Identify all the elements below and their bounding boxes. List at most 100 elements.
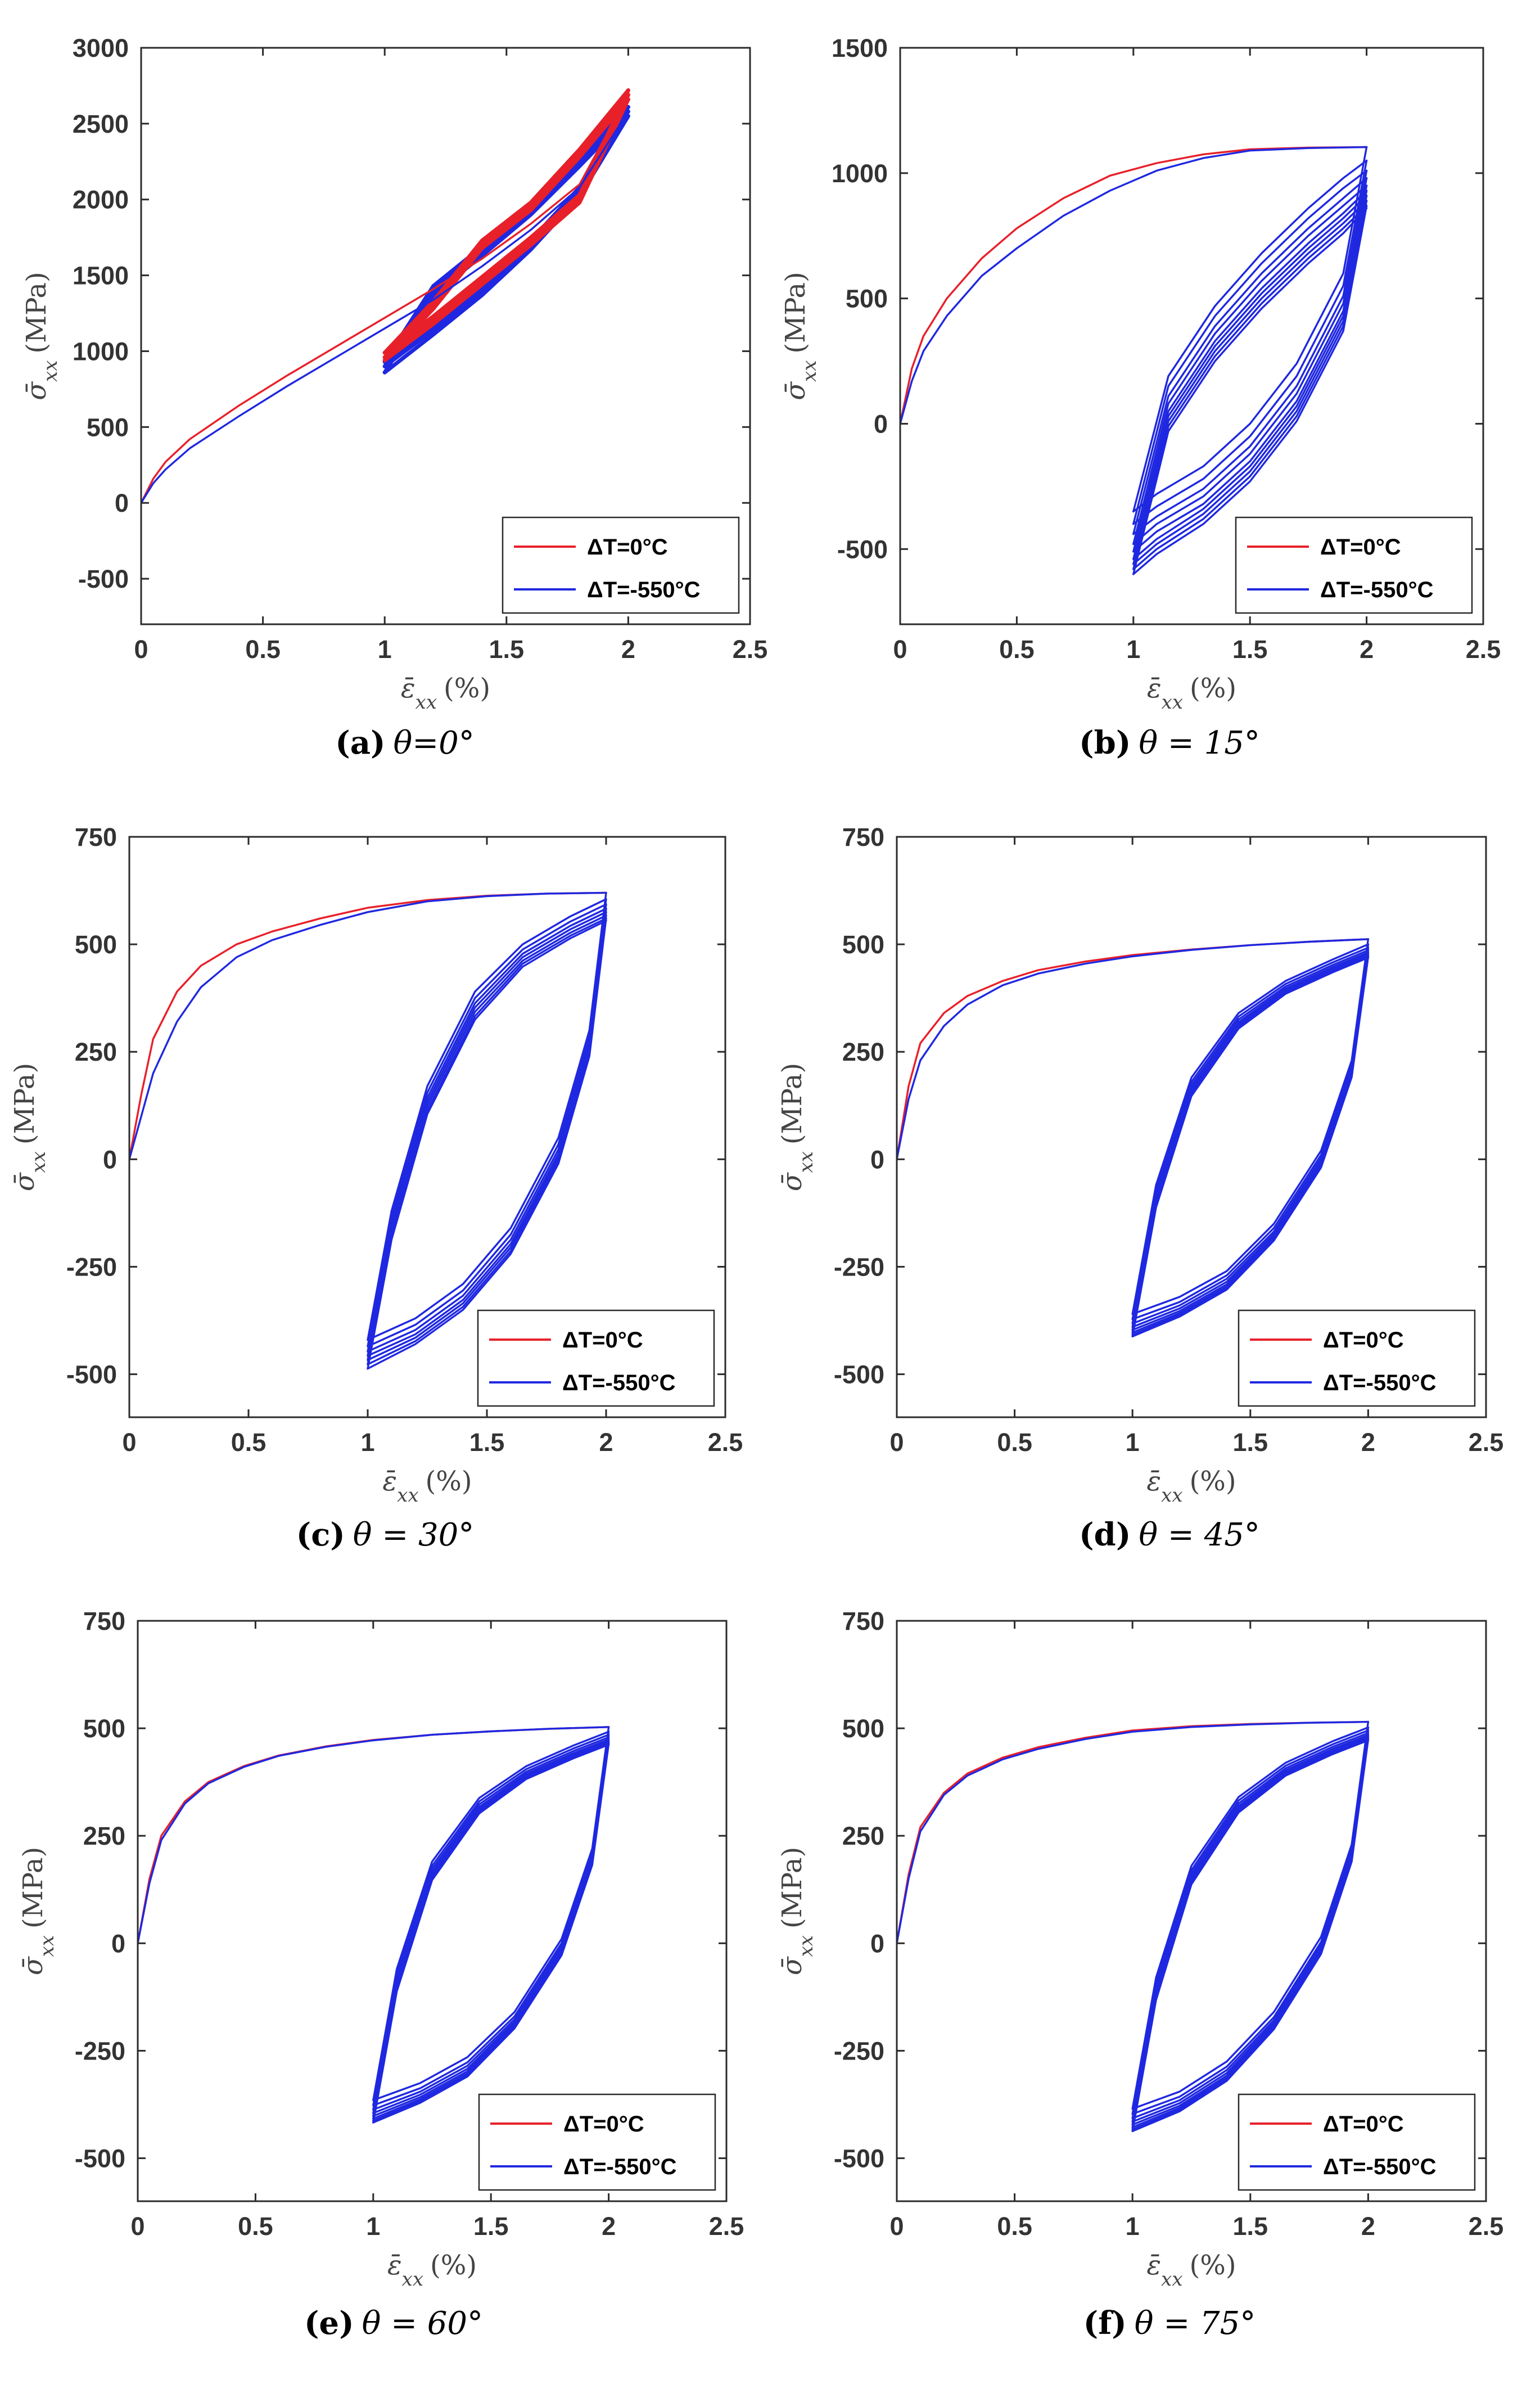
panel-f: 0 0.5 1 1.5 2 2.5 -500 -250 0 250 500 750 ε̄xx (%) σ̄x… bbox=[776, 1607, 1503, 2342]
y-tick-label: 500 bbox=[842, 1714, 884, 1743]
series-1-loop-2-unload bbox=[367, 903, 607, 1353]
x-tick-label: 0.5 bbox=[231, 1428, 267, 1457]
legend: ΔT=0°C ΔT=-550°C bbox=[1238, 1309, 1476, 1407]
legend: ΔT=0°C ΔT=-550°C bbox=[502, 516, 740, 614]
x-tick-label: 1 bbox=[378, 635, 392, 664]
legend-label: ΔT=-550°C bbox=[563, 2155, 676, 2179]
panel-caption: (a) θ=0° bbox=[335, 724, 475, 761]
x-tick-label: 1.5 bbox=[489, 635, 525, 664]
x-tick-label: 1.5 bbox=[1232, 635, 1268, 664]
x-axis-title: ε̄xx (%) bbox=[387, 2250, 477, 2291]
y-tick-label: 1500 bbox=[832, 34, 888, 62]
series-0-loop-2-unload bbox=[382, 97, 630, 363]
legend-label: ΔT=-550°C bbox=[1320, 578, 1433, 602]
legend-box bbox=[1238, 1309, 1476, 1407]
series-1-loop-8-unload bbox=[1132, 205, 1368, 575]
series-1-loop-5-reload bbox=[1132, 195, 1368, 560]
y-axis-title: σ̄xx(MPa) bbox=[17, 1847, 58, 1975]
series-1-loop-7-unload bbox=[1131, 956, 1370, 1338]
plot-area bbox=[897, 938, 1370, 1338]
y-axis-title: σ̄xx(MPa) bbox=[9, 1063, 50, 1191]
x-tick-label: 2 bbox=[621, 635, 635, 664]
x-tick-label: 0.5 bbox=[245, 635, 281, 664]
series-0-initial-curve bbox=[129, 891, 607, 1161]
legend-label: ΔT=0°C bbox=[562, 1328, 643, 1353]
x-axis-title: ε̄xx (%) bbox=[401, 673, 490, 714]
panel-e: 0 0.5 1 1.5 2 2.5 -500 -250 0 250 500 750 ε̄xx (%) σ̄x… bbox=[17, 1607, 744, 2342]
plot-area bbox=[141, 88, 630, 504]
legend: ΔT=0°C ΔT=-550°C bbox=[478, 2093, 716, 2191]
y-tick-label: 3000 bbox=[73, 34, 129, 62]
x-tick-label: 2.5 bbox=[1469, 2212, 1504, 2241]
series-1-loop-3-reload bbox=[367, 911, 607, 1357]
series-1-loop-0-unload bbox=[1132, 146, 1368, 513]
x-tick-label: 0.5 bbox=[238, 2212, 273, 2241]
series-1-initial-curve bbox=[138, 1726, 610, 1945]
legend-label: ΔT=0°C bbox=[587, 535, 668, 560]
y-tick-label: 750 bbox=[842, 1607, 884, 1635]
x-tick-label: 0 bbox=[122, 1428, 136, 1457]
x-tick-label: 1 bbox=[366, 2212, 380, 2241]
x-tick-label: 1.5 bbox=[1233, 1428, 1268, 1457]
series-1-loop-3-unload bbox=[1132, 177, 1368, 546]
series-1-initial-curve bbox=[897, 1720, 1370, 1945]
series-1-loop-0-reload bbox=[367, 898, 607, 1341]
legend: ΔT=0°C ΔT=-550°C bbox=[1235, 516, 1473, 614]
series-1-loop-1-unload bbox=[1132, 159, 1368, 525]
x-tick-label: 0 bbox=[130, 2212, 144, 2241]
panel-caption: (c) θ = 30° bbox=[296, 1516, 475, 1553]
x-axis-title: ε̄xx (%) bbox=[1147, 673, 1236, 714]
legend-box bbox=[478, 2093, 716, 2191]
series-0-loop-1-unload bbox=[382, 88, 630, 355]
series-1-loop-2-reload bbox=[1131, 1732, 1370, 2120]
series-1-loop-2-reload bbox=[372, 1736, 610, 2111]
y-tick-label: 0 bbox=[874, 409, 888, 438]
y-tick-label: -250 bbox=[834, 1252, 884, 1281]
y-tick-label: 500 bbox=[846, 285, 888, 313]
x-tick-label: 1.5 bbox=[473, 2212, 509, 2241]
panel-a: 0 0.5 1 1.5 2 2.5 -500 0 500 1000 1500 2000 2500 3000… bbox=[21, 34, 767, 761]
y-tick-label: -500 bbox=[837, 535, 888, 564]
y-axis-title: σ̄xx(MPa) bbox=[776, 1847, 818, 1975]
series-0-loop-0-unload bbox=[382, 93, 630, 359]
legend-label: ΔT=0°C bbox=[1323, 1328, 1404, 1353]
series-1-loop-1-reload bbox=[367, 903, 607, 1348]
y-tick-label: 250 bbox=[75, 1038, 117, 1066]
x-tick-label: 2.5 bbox=[708, 1428, 743, 1457]
y-tick-label: 750 bbox=[75, 823, 117, 851]
x-axis-title: ε̄xx (%) bbox=[1146, 1466, 1236, 1507]
series-0-initial-curve bbox=[138, 1726, 610, 1945]
plot-area bbox=[138, 1726, 610, 2124]
y-axis-title: σ̄xx(MPa) bbox=[776, 1063, 818, 1191]
y-tick-label: 0 bbox=[103, 1145, 117, 1174]
series-1-loop-3-reload bbox=[1131, 1734, 1370, 2123]
series-1-loop-3-unload bbox=[367, 907, 607, 1357]
axes-frame bbox=[896, 836, 1487, 1418]
legend-label: ΔT=-550°C bbox=[587, 578, 700, 602]
x-tick-label: 1 bbox=[1126, 635, 1140, 664]
series-1-loop-1-reload bbox=[1131, 947, 1370, 1321]
series-1-loop-8-reload bbox=[1132, 207, 1368, 575]
y-tick-label: 750 bbox=[83, 1607, 125, 1635]
axes-frame bbox=[896, 1620, 1487, 2202]
series-1-loop-6-unload bbox=[367, 917, 607, 1370]
series-1-loop-3-unload bbox=[1131, 949, 1370, 1328]
y-tick-label: 1500 bbox=[73, 262, 129, 290]
y-tick-label: 0 bbox=[870, 1145, 884, 1174]
y-tick-label: 750 bbox=[842, 823, 884, 851]
series-0-initial-curve bbox=[897, 1720, 1370, 1945]
legend-box bbox=[477, 1309, 715, 1407]
x-tick-label: 2 bbox=[1360, 635, 1374, 664]
series-1-loop-4-reload bbox=[367, 914, 607, 1362]
x-tick-label: 0 bbox=[889, 2212, 904, 2241]
y-axis-title: σ̄xx(MPa) bbox=[780, 272, 821, 400]
series-0-initial-curve bbox=[900, 146, 1368, 425]
legend: ΔT=0°C ΔT=-550°C bbox=[477, 1309, 715, 1407]
x-axis-title: ε̄xx (%) bbox=[382, 1466, 472, 1507]
series-1-loop-7-reload bbox=[372, 1743, 610, 2124]
series-1-loop-4-unload bbox=[1132, 184, 1368, 553]
legend-label: ΔT=0°C bbox=[563, 2112, 644, 2137]
legend-box bbox=[1235, 516, 1473, 614]
x-tick-label: 1 bbox=[1126, 2212, 1140, 2241]
series-0-loop-1-reload bbox=[382, 88, 630, 355]
